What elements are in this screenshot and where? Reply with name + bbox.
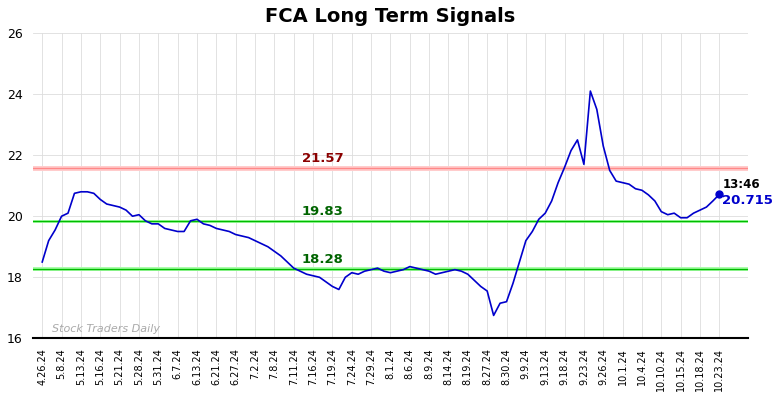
Text: 18.28: 18.28 (302, 253, 343, 265)
Text: 20.715: 20.715 (722, 194, 773, 207)
Text: 13:46: 13:46 (722, 178, 760, 191)
Title: FCA Long Term Signals: FCA Long Term Signals (265, 7, 516, 26)
Text: 19.83: 19.83 (302, 205, 343, 219)
Bar (33, 220, 749, 223)
Text: 21.57: 21.57 (302, 152, 343, 165)
Bar (33, 267, 749, 271)
Text: Stock Traders Daily: Stock Traders Daily (52, 324, 160, 334)
Bar (33, 166, 749, 171)
